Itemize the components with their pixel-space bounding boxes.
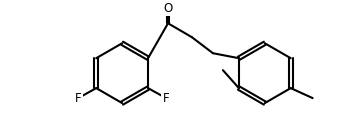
Text: O: O — [163, 2, 173, 15]
Text: F: F — [163, 92, 169, 105]
Text: F: F — [75, 92, 82, 105]
